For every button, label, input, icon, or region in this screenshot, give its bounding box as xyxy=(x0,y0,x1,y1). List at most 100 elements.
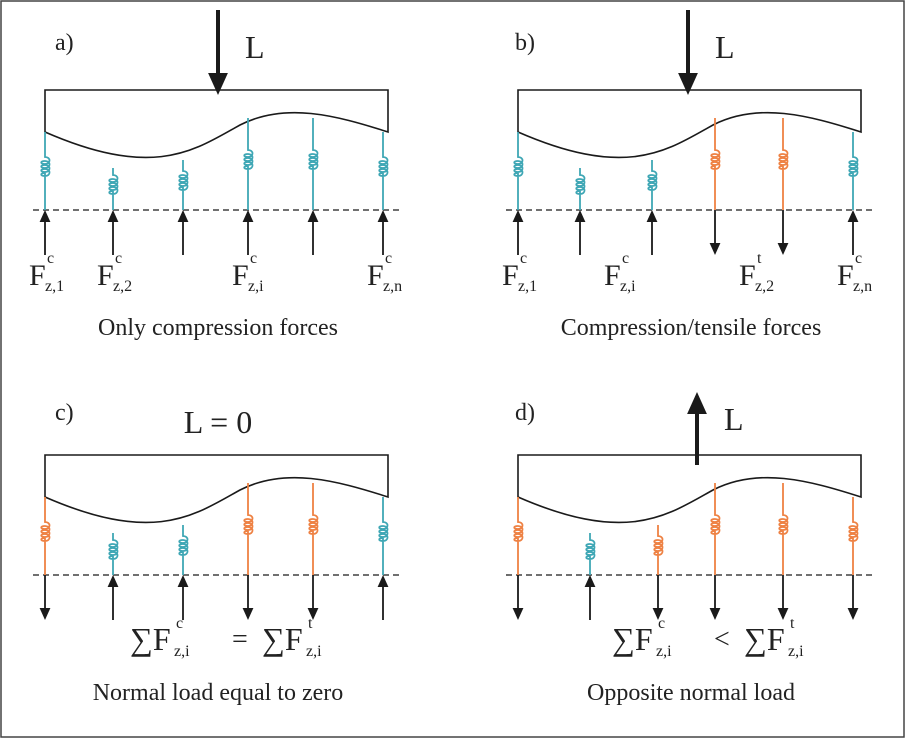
force-arrow-head xyxy=(512,210,524,222)
symbol: F xyxy=(232,259,249,292)
spring xyxy=(513,497,524,575)
force-arrow-head xyxy=(377,210,389,222)
force-arrow-head xyxy=(177,210,189,222)
superscript: c xyxy=(47,250,54,267)
subscript: z,1 xyxy=(518,278,537,295)
spring xyxy=(308,118,319,210)
beam xyxy=(44,454,389,524)
symbol: ∑F xyxy=(612,621,653,657)
beam xyxy=(517,454,862,524)
spring xyxy=(40,497,51,575)
panel-label: d) xyxy=(515,400,535,426)
force-arrow-head xyxy=(307,210,319,222)
symbol: F xyxy=(502,259,519,292)
caption: Compression/tensile forces xyxy=(561,315,822,341)
force-arrow-head xyxy=(377,575,389,587)
beam xyxy=(44,89,389,159)
spring xyxy=(178,525,189,575)
force-arrow-head xyxy=(709,243,721,255)
superscript: c xyxy=(622,250,629,267)
spring xyxy=(647,160,658,210)
spring xyxy=(243,483,254,575)
symbol: ∑F xyxy=(262,621,303,657)
force-arrow-head xyxy=(847,210,859,222)
subscript: z,n xyxy=(383,278,402,295)
subscript: z,i xyxy=(174,643,190,660)
spring xyxy=(40,132,51,210)
subscript: z,n xyxy=(853,278,872,295)
superscript: t xyxy=(757,250,762,267)
force-arrow-head xyxy=(574,210,586,222)
load-label: L xyxy=(724,401,744,437)
subscript: z,i xyxy=(788,643,804,660)
subscript: z,2 xyxy=(755,278,774,295)
superscript: c xyxy=(250,250,257,267)
spring xyxy=(108,533,119,575)
force-arrow-head xyxy=(584,575,596,587)
superscript: c xyxy=(658,615,665,632)
beam xyxy=(517,89,862,159)
force-arrow-head xyxy=(39,608,51,620)
spring xyxy=(575,168,586,210)
load-arrow-head xyxy=(678,73,698,95)
spring xyxy=(108,168,119,210)
force-arrow-head xyxy=(777,608,789,620)
force-arrow-head xyxy=(652,608,664,620)
force-arrow-head xyxy=(847,608,859,620)
panel-label: c) xyxy=(55,400,74,426)
spring xyxy=(710,118,721,210)
force-arrow-head xyxy=(107,575,119,587)
subscript: z,i xyxy=(306,643,322,660)
load-arrow-head xyxy=(687,392,707,414)
subscript: z,2 xyxy=(113,278,132,295)
symbol: F xyxy=(837,259,854,292)
subscript: z,i xyxy=(620,278,636,295)
caption: Normal load equal to zero xyxy=(93,680,344,706)
symbol: F xyxy=(604,259,621,292)
spring xyxy=(378,132,389,210)
superscript: t xyxy=(308,615,313,632)
spring xyxy=(653,525,664,575)
spring xyxy=(585,533,596,575)
symbol: F xyxy=(29,259,46,292)
subscript: z,i xyxy=(656,643,672,660)
spring xyxy=(308,483,319,575)
force-arrow-head xyxy=(242,210,254,222)
superscript: c xyxy=(115,250,122,267)
spring xyxy=(710,483,721,575)
force-arrow-head xyxy=(646,210,658,222)
superscript: t xyxy=(790,615,795,632)
symbol: F xyxy=(97,259,114,292)
load-label: L xyxy=(245,29,265,65)
force-arrow-head xyxy=(307,608,319,620)
spring xyxy=(513,132,524,210)
force-arrow-head xyxy=(107,210,119,222)
force-arrow-head xyxy=(512,608,524,620)
force-arrow-head xyxy=(177,575,189,587)
superscript: c xyxy=(176,615,183,632)
caption: Only compression forces xyxy=(98,315,338,341)
force-arrow-head xyxy=(242,608,254,620)
load-label: L = 0 xyxy=(184,404,252,440)
force-arrow-head xyxy=(39,210,51,222)
operator: < xyxy=(714,624,730,655)
spring xyxy=(778,118,789,210)
symbol: ∑F xyxy=(744,621,785,657)
spring xyxy=(778,483,789,575)
spring xyxy=(848,497,859,575)
superscript: c xyxy=(385,250,392,267)
spring xyxy=(243,118,254,210)
panel-label: b) xyxy=(515,30,535,56)
superscript: c xyxy=(855,250,862,267)
symbol: F xyxy=(367,259,384,292)
symbol: F xyxy=(739,259,756,292)
superscript: c xyxy=(520,250,527,267)
force-arrow-head xyxy=(777,243,789,255)
load-arrow-head xyxy=(208,73,228,95)
subscript: z,1 xyxy=(45,278,64,295)
operator: = xyxy=(232,624,248,655)
caption: Opposite normal load xyxy=(587,680,795,706)
panel-label: a) xyxy=(55,30,74,56)
